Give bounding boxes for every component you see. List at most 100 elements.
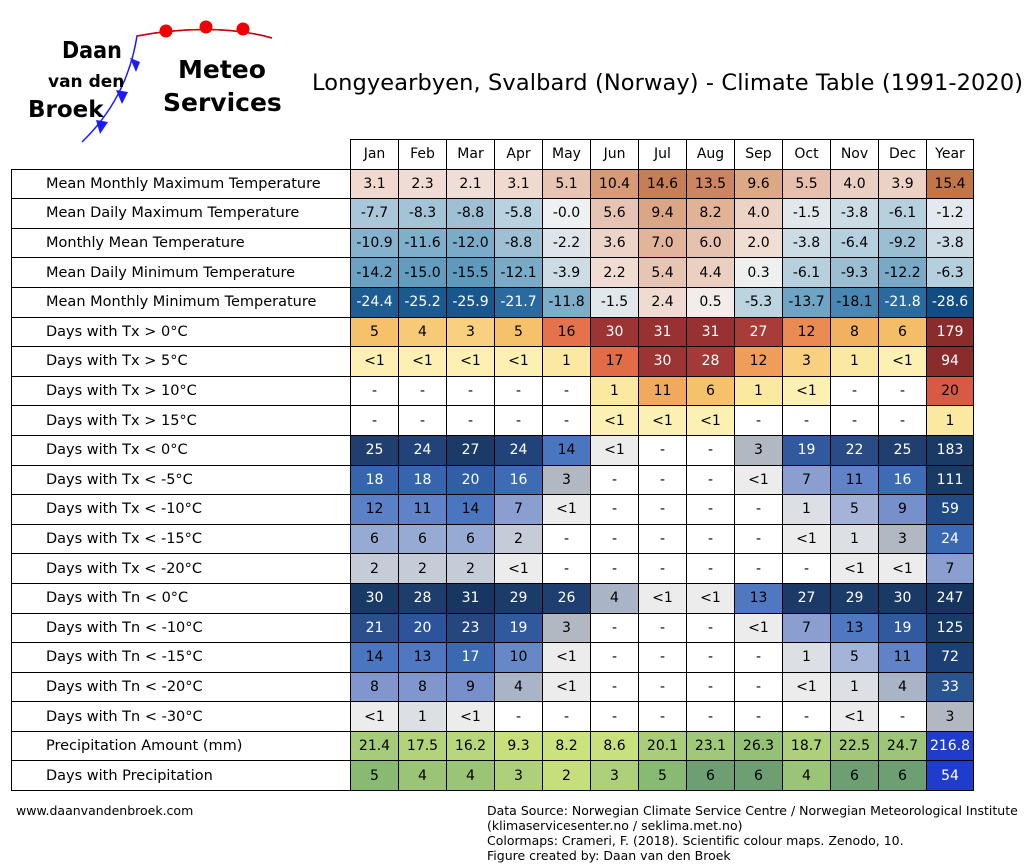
table-cell: 7	[494, 494, 543, 525]
table-cell: 0.3	[734, 257, 783, 288]
table-cell: -	[494, 701, 543, 732]
table-cell: -	[830, 375, 879, 407]
table-cell: 5.5	[782, 168, 831, 200]
table-cell: -	[398, 405, 447, 436]
table-cell: -6.3	[926, 257, 974, 288]
table-cell: 17.5	[398, 730, 447, 762]
table-cell: -6.1	[878, 198, 927, 229]
row-label: Days with Tx < -20°C	[11, 553, 351, 584]
table-cell: 5	[638, 760, 687, 792]
table-cell: <1	[782, 375, 831, 407]
table-cell: 4	[782, 760, 831, 792]
table-row: Precipitation Amount (mm) 21.4 17.5 16.2 9.3…	[11, 730, 974, 762]
table-row: Days with Tn < -30°C <1 1 <1- - - - - - - <1-3	[11, 701, 974, 732]
table-cell: 13	[398, 642, 447, 673]
table-cell: 33	[926, 671, 974, 703]
table-cell: 8	[398, 671, 447, 703]
row-label: Days with Tx > 10°C	[11, 375, 351, 407]
table-cell: 16	[494, 464, 543, 496]
table-cell: 27	[734, 316, 783, 348]
table-cell: 20	[398, 612, 447, 644]
table-cell: -	[590, 671, 639, 703]
row-label: Days with Tx > 15°C	[11, 405, 351, 436]
table-cell: 1	[542, 346, 591, 377]
table-cell: <1	[590, 405, 639, 436]
row-label: Precipitation Amount (mm)	[11, 730, 351, 762]
table-cell: 22.5	[830, 730, 879, 762]
table-cell: 30	[638, 346, 687, 377]
table-cell: 4.0	[830, 168, 879, 200]
table-cell: <1	[350, 346, 399, 377]
table-cell: 19	[782, 434, 831, 466]
table-cell: 10	[494, 642, 543, 673]
table-cell: 8	[830, 316, 879, 348]
table-cell: 16	[542, 316, 591, 348]
website-link[interactable]: www.daanvandenbroek.com	[16, 803, 194, 818]
table-cell: 18	[350, 464, 399, 496]
table-cell: 22	[830, 434, 879, 466]
table-cell: 19	[878, 612, 927, 644]
weather-front-icon	[81, 20, 273, 143]
table-row: Mean Monthly Maximum Temperature 3.1 2.3 2.…	[11, 168, 974, 200]
table-cell: 1	[782, 642, 831, 673]
table-cell: 6	[350, 523, 399, 555]
table-cell: 23.1	[686, 730, 735, 762]
table-cell: 3.1	[350, 168, 399, 200]
table-cell: -14.2	[350, 257, 399, 288]
table-cell: -8.8	[446, 198, 495, 229]
table-cell: 25	[350, 434, 399, 466]
table-cell: -	[878, 701, 927, 732]
colormap-credit: Colormaps: Crameri, F. (2018). Scientifi…	[487, 833, 904, 848]
table-row: Days with Tn < -10°C 21 20 23 19 3- - - <1 7 13 19 1…	[11, 612, 974, 644]
row-label: Mean Daily Minimum Temperature	[11, 257, 351, 288]
table-cell: -	[734, 405, 783, 436]
table-cell: 6	[686, 760, 735, 792]
table-cell: -	[638, 701, 687, 732]
table-cell: 26.3	[734, 730, 783, 762]
column-header: Mar	[446, 139, 495, 170]
table-cell: -	[782, 405, 831, 436]
table-cell: -	[734, 494, 783, 525]
table-cell: -3.9	[542, 257, 591, 288]
table-cell: -	[398, 375, 447, 407]
table-cell: <1	[734, 464, 783, 496]
table-cell: -11.6	[398, 227, 447, 259]
table-row: Days with Tx > 10°C - - - - -1 11 6 1 <1- -20	[11, 375, 974, 407]
table-cell: 1	[398, 701, 447, 732]
table-cell: -	[734, 523, 783, 555]
row-label: Days with Tn < -10°C	[11, 612, 351, 644]
table-cell: 20	[926, 375, 974, 407]
table-cell: -	[878, 375, 927, 407]
table-cell: 0.5	[686, 286, 735, 318]
table-body: Mean Monthly Maximum Temperature 3.1 2.3 2.…	[11, 168, 974, 792]
table-cell: 5	[830, 642, 879, 673]
table-cell: 4	[398, 316, 447, 348]
table-cell: <1	[782, 671, 831, 703]
table-cell: -12.2	[878, 257, 927, 288]
row-label: Days with Tx > 5°C	[11, 346, 351, 377]
table-cell: -3.8	[830, 198, 879, 229]
table-row: Days with Tn < 0°C 30 28 31 29 26 4 <1 <1 13 27 29 3…	[11, 582, 974, 614]
table-row: Days with Tx > 15°C - - - - - <1 <1 <1- - - -1	[11, 405, 974, 436]
logo-text-daan: Daan	[62, 38, 122, 64]
table-cell: -	[590, 553, 639, 584]
table-cell: -12.0	[446, 227, 495, 259]
table-cell: <1	[350, 701, 399, 732]
table-cell: -5.8	[494, 198, 543, 229]
table-cell: <1	[590, 434, 639, 466]
table-cell: -3.8	[926, 227, 974, 259]
table-cell: -	[446, 375, 495, 407]
table-cell: 3	[542, 464, 591, 496]
row-label: Days with Precipitation	[11, 760, 351, 792]
table-cell: 28	[398, 582, 447, 614]
table-cell: -	[350, 405, 399, 436]
table-cell: -	[590, 642, 639, 673]
column-header: Year	[926, 139, 974, 170]
table-cell: 6	[734, 760, 783, 792]
table-cell: 2.3	[398, 168, 447, 200]
table-cell: -5.3	[734, 286, 783, 318]
table-cell: -	[686, 464, 735, 496]
table-cell: 7	[782, 464, 831, 496]
table-cell: 2.4	[638, 286, 687, 318]
table-cell: <1	[638, 582, 687, 614]
